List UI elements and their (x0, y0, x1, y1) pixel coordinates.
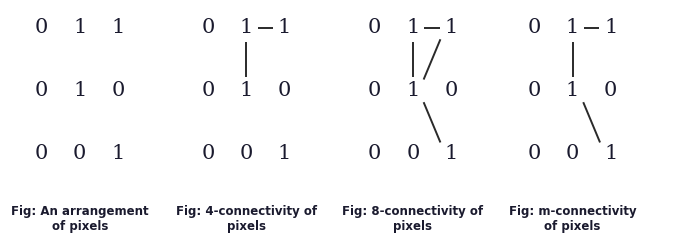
Text: 1: 1 (239, 81, 253, 100)
Text: 0: 0 (35, 18, 49, 38)
Text: 1: 1 (239, 18, 253, 38)
Text: Fig: 8-connectivity of
pixels: Fig: 8-connectivity of pixels (342, 205, 484, 233)
Text: Fig: 4-connectivity of
pixels: Fig: 4-connectivity of pixels (176, 205, 317, 233)
Text: 0: 0 (527, 18, 541, 38)
Text: 0: 0 (368, 18, 382, 38)
Text: 1: 1 (604, 144, 618, 163)
Text: 0: 0 (35, 144, 49, 163)
Text: 0: 0 (527, 144, 541, 163)
Text: 1: 1 (566, 81, 579, 100)
Text: 0: 0 (201, 81, 215, 100)
Text: 1: 1 (444, 144, 458, 163)
Text: 0: 0 (406, 144, 420, 163)
Text: 0: 0 (201, 18, 215, 38)
Text: 0: 0 (368, 81, 382, 100)
Text: Fig: An arrangement
of pixels: Fig: An arrangement of pixels (11, 205, 149, 233)
Text: 1: 1 (444, 18, 458, 38)
Text: Fig: m-connectivity
of pixels: Fig: m-connectivity of pixels (509, 205, 636, 233)
Text: 0: 0 (239, 144, 253, 163)
Text: 0: 0 (201, 144, 215, 163)
Text: 1: 1 (406, 18, 420, 38)
Text: 0: 0 (368, 144, 382, 163)
Text: 0: 0 (35, 81, 49, 100)
Text: 0: 0 (111, 81, 125, 100)
Text: 1: 1 (278, 18, 291, 38)
Text: 1: 1 (111, 18, 125, 38)
Text: 1: 1 (278, 144, 291, 163)
Text: 0: 0 (604, 81, 618, 100)
Text: 0: 0 (444, 81, 458, 100)
Text: 1: 1 (73, 81, 87, 100)
Text: 1: 1 (406, 81, 420, 100)
Text: 0: 0 (73, 144, 87, 163)
Text: 1: 1 (604, 18, 618, 38)
Text: 1: 1 (566, 18, 579, 38)
Text: 1: 1 (111, 144, 125, 163)
Text: 1: 1 (73, 18, 87, 38)
Text: 0: 0 (278, 81, 291, 100)
Text: 0: 0 (527, 81, 541, 100)
Text: 0: 0 (566, 144, 579, 163)
